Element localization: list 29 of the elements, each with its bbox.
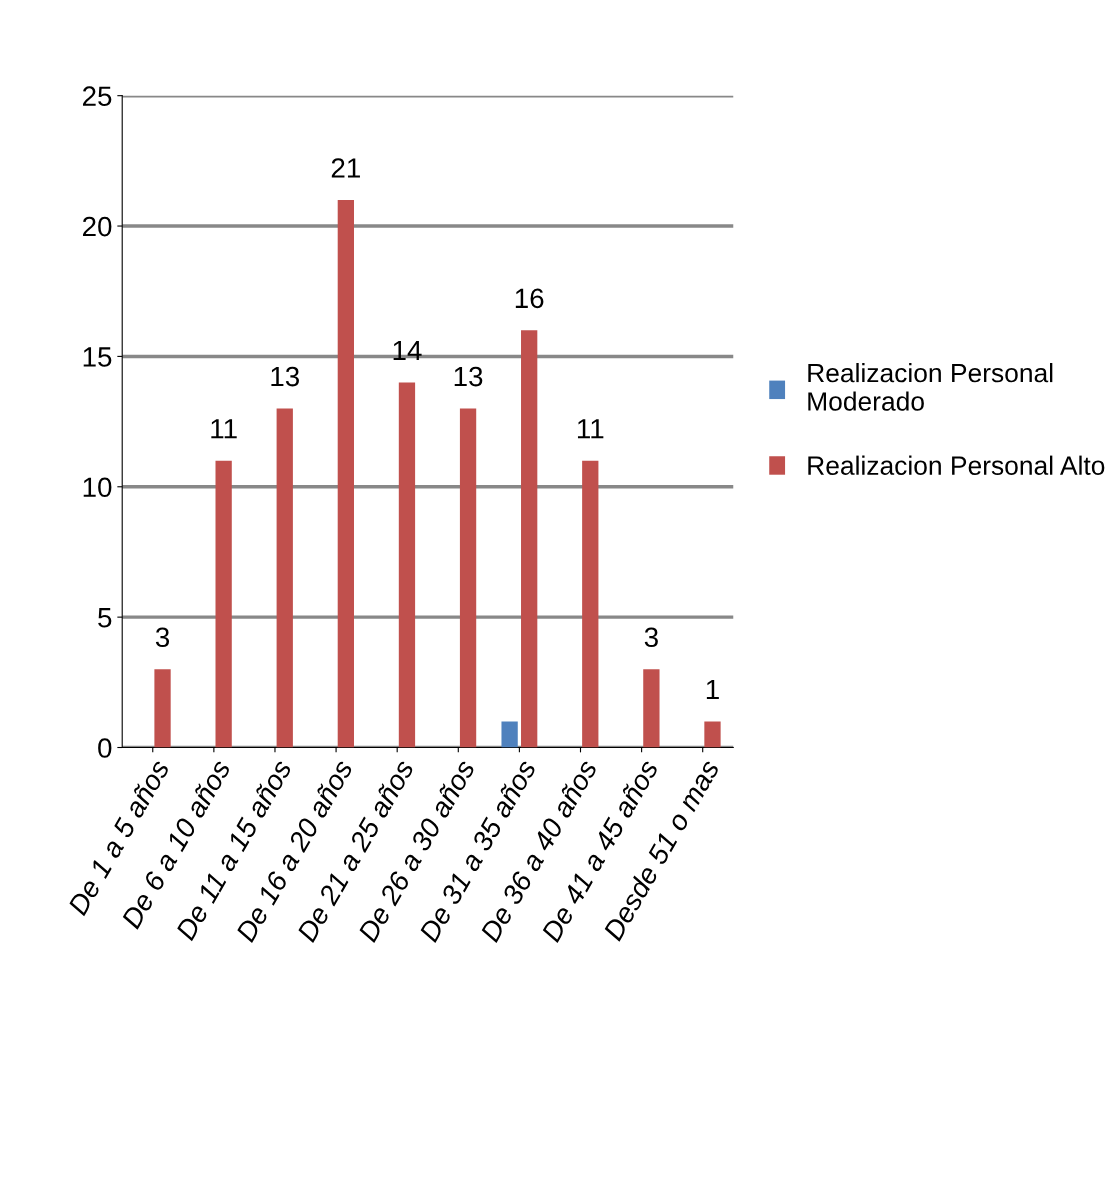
data-label: 11 — [577, 419, 604, 439]
data-label: 21 — [331, 158, 360, 178]
data-label: 3 — [155, 627, 170, 648]
bar — [704, 721, 721, 748]
y-tick-label: 10 — [83, 477, 112, 498]
data-label: 3 — [644, 627, 658, 648]
y-tick-label: 25 — [82, 86, 112, 107]
bar — [501, 721, 518, 748]
data-label: 11 — [211, 419, 237, 439]
data-label: 13 — [271, 366, 299, 387]
data-label: 14 — [393, 340, 422, 361]
bar — [337, 199, 354, 748]
y-tick-label: 5 — [98, 608, 112, 628]
bar — [582, 460, 599, 748]
y-tick-label: 15 — [83, 347, 112, 367]
bar — [521, 330, 538, 748]
legend-label: Realizacion Personal Alto — [808, 455, 1105, 475]
bar — [154, 669, 171, 748]
y-tick-label: 20 — [82, 216, 112, 237]
data-label: 1 — [706, 679, 719, 699]
y-tick-label: 0 — [98, 738, 112, 758]
data-label: 13 — [454, 366, 483, 387]
legend-label: Realizacion Personal Moderado — [808, 362, 1053, 411]
bar — [215, 460, 232, 748]
bar — [398, 382, 416, 748]
bar — [276, 408, 293, 748]
bar — [643, 669, 660, 748]
bar — [459, 408, 477, 748]
data-label: 16 — [515, 288, 544, 309]
